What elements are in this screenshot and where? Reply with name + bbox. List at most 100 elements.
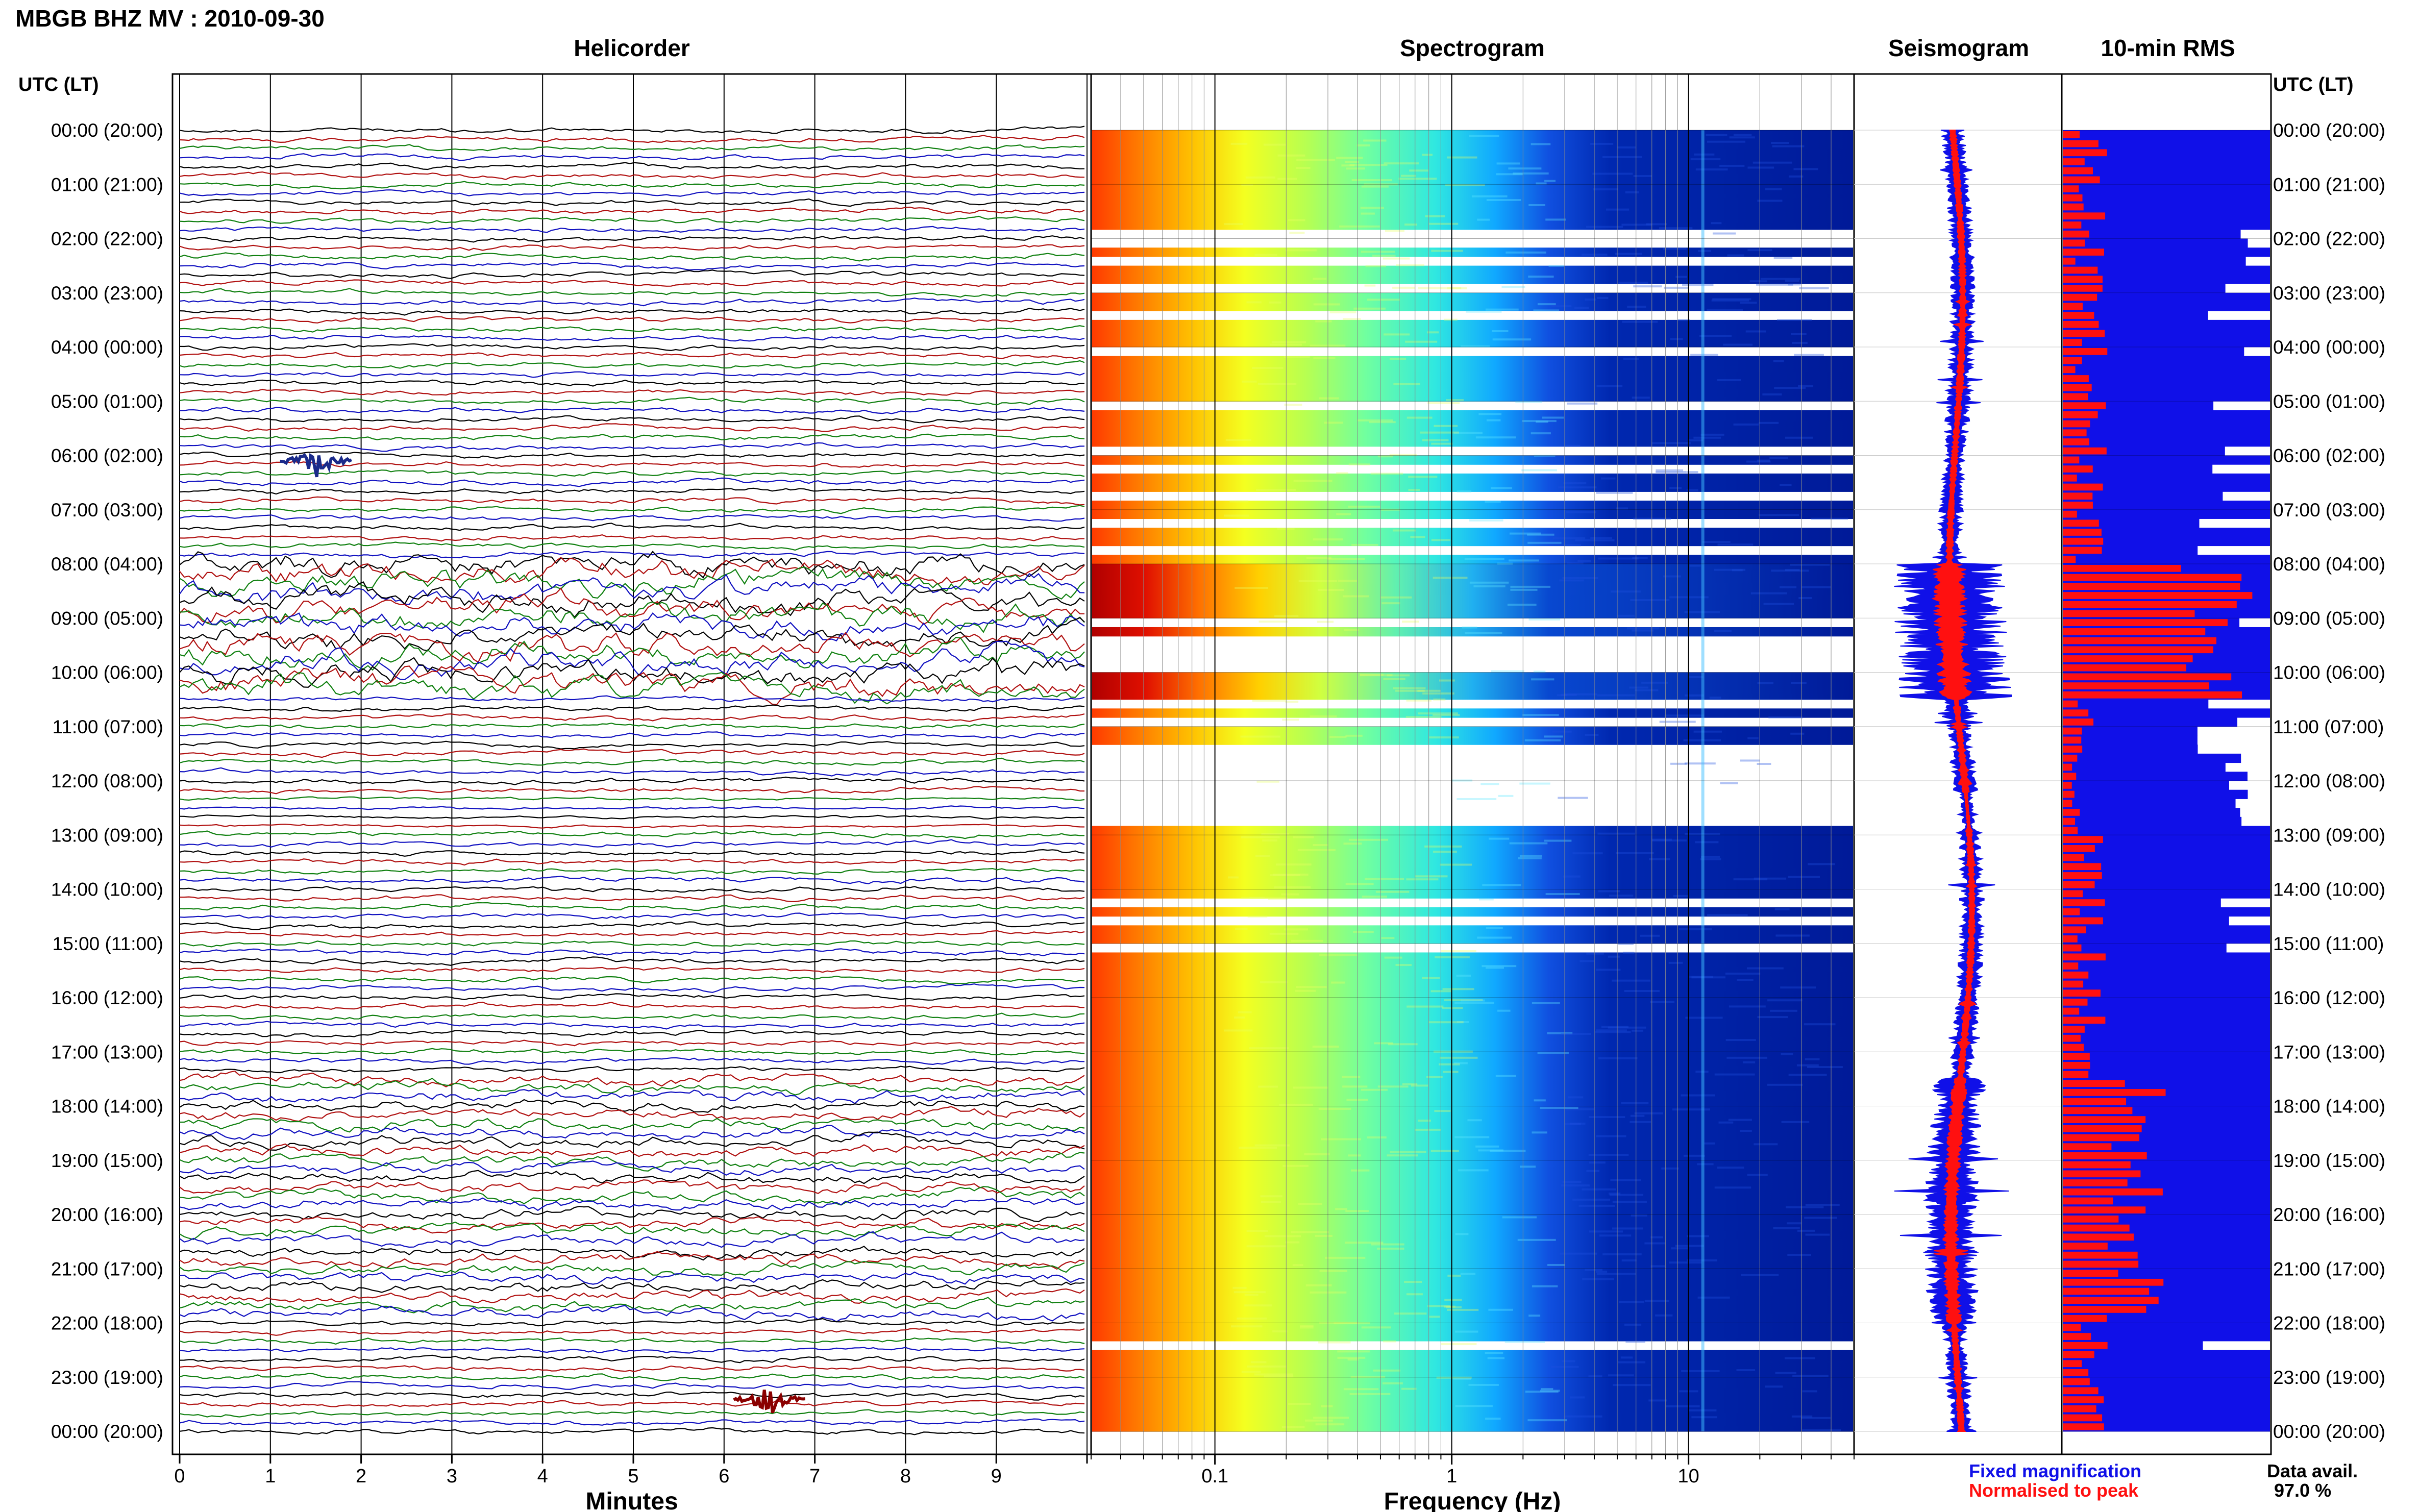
spectrogram-streak — [1405, 340, 1438, 343]
spectrogram-streak — [1433, 851, 1457, 853]
spectrogram-row — [1092, 1313, 1853, 1324]
spectrogram-streak — [1319, 954, 1357, 956]
time-label: 17:00 (13:00) — [2273, 1042, 2385, 1062]
spectrogram-streak — [1702, 541, 1731, 543]
rms-bar — [2063, 718, 2094, 726]
spectrogram-streak — [1279, 1103, 1313, 1106]
spectrogram-streak — [1291, 939, 1323, 942]
spectrogram-streak — [1572, 1198, 1611, 1201]
helicorder-trace — [179, 235, 1085, 243]
spectrogram-streak — [1698, 250, 1712, 252]
spectrogram-streak — [1469, 519, 1503, 522]
spectrogram-streak — [1632, 396, 1650, 399]
spectrogram-streak — [1300, 1326, 1314, 1329]
spectrogram-streak — [1760, 278, 1800, 280]
spectrogram-row — [1092, 1377, 1853, 1387]
spectrogram-streak — [1611, 590, 1641, 593]
rms-availability-bar — [2063, 473, 2270, 483]
spectrogram-row — [1092, 1033, 1853, 1044]
spectrogram-streak — [1255, 855, 1270, 857]
spectrogram-row — [1092, 627, 1853, 637]
spectrogram-streak — [1480, 783, 1499, 785]
helicorder-trace — [179, 830, 1084, 839]
spectrogram-streak — [1725, 972, 1761, 975]
spectrogram-row — [1092, 265, 1853, 275]
spectrogram-streak — [1759, 422, 1779, 424]
spectrogram-streak — [1277, 178, 1297, 180]
rms-availability-bar — [2063, 374, 2270, 384]
rms-bar — [2063, 293, 2097, 301]
spectrogram-streak — [1363, 139, 1387, 142]
spectrogram-streak — [1651, 838, 1672, 841]
spectrogram-streak — [1510, 585, 1551, 588]
spectrogram-streak — [1254, 1144, 1290, 1147]
time-label: 03:00 (23:00) — [2273, 283, 2385, 304]
spectrogram-streak — [1561, 1184, 1590, 1187]
spectrogram-row — [1092, 970, 1853, 980]
time-axis-label-right: UTC (LT) — [2273, 74, 2354, 95]
rms-bar — [2063, 971, 2089, 979]
spectrogram-streak — [1661, 1167, 1679, 1170]
rms-availability-bar — [2063, 220, 2270, 230]
spectrogram-streak — [1313, 1417, 1349, 1419]
spectrogram-streak — [1565, 1123, 1581, 1125]
spectrogram-streak — [1504, 1341, 1545, 1343]
spectrogram-streak — [1247, 915, 1268, 918]
spectrogram-streak — [1486, 927, 1503, 929]
time-label: 23:00 (19:00) — [2273, 1367, 2385, 1388]
spectrogram-streak — [1608, 1026, 1646, 1029]
spectrogram-streak — [1719, 164, 1745, 167]
rms-bar — [2063, 1378, 2090, 1385]
time-label: 06:00 (02:00) — [51, 445, 163, 466]
spectrogram-streak — [1245, 176, 1275, 179]
rms-availability-bar — [2063, 1025, 2270, 1034]
spectrogram-streak — [1475, 1145, 1499, 1148]
spectrogram-streak — [1406, 416, 1433, 419]
spectrogram-streak — [1418, 712, 1458, 715]
spectrogram-streak — [1681, 1370, 1720, 1372]
time-label: 01:00 (21:00) — [51, 174, 163, 195]
spectrogram-streak — [1389, 454, 1417, 456]
spectrogram-streak — [1370, 473, 1403, 475]
spectrogram-streak — [1298, 580, 1338, 582]
seismogram-normalised-trace — [1931, 130, 1978, 1432]
helicorder-tick-label: 5 — [628, 1466, 638, 1487]
spectrogram-streak — [1239, 1147, 1277, 1149]
time-label: 13:00 (09:00) — [2273, 825, 2385, 846]
spectrogram-streak — [1394, 1312, 1427, 1315]
spectrogram-streak — [1621, 1259, 1637, 1262]
spectrogram-streak — [1491, 670, 1524, 673]
helicorder-trace — [179, 1125, 1085, 1141]
rms-bar — [2063, 691, 2242, 699]
time-label: 18:00 (14:00) — [51, 1096, 163, 1117]
helicorder-trace — [179, 581, 1085, 618]
helicorder-trace — [179, 189, 1085, 197]
spectrogram-streak — [1717, 543, 1754, 546]
rms-bar — [2063, 285, 2103, 292]
spectrogram-streak — [1334, 1322, 1370, 1325]
spectrogram-streak — [1625, 191, 1639, 193]
spectrogram-streak — [1675, 276, 1687, 278]
spectrogram-streak — [1787, 1222, 1801, 1225]
spectrogram-streak — [1360, 674, 1384, 676]
spectrogram-streak — [1390, 1151, 1426, 1153]
rms-availability-bar — [2063, 708, 2270, 718]
spectrogram-streak — [1461, 999, 1485, 1002]
rms-availability-bar — [2063, 889, 2270, 899]
spectrogram-streak — [1670, 762, 1687, 765]
spectrogram-streak — [1533, 671, 1546, 673]
spectrogram-streak — [1572, 852, 1603, 855]
spectrogram-streak — [1353, 931, 1374, 933]
spectrogram-streak — [1439, 1063, 1460, 1065]
spectrogram-streak — [1805, 1204, 1840, 1206]
rms-bar — [2063, 800, 2072, 807]
spectrogram-row — [1092, 482, 1853, 492]
spectrogram-streak — [1788, 1074, 1827, 1076]
spectrogram-streak — [1383, 257, 1410, 260]
helicorder-trace — [179, 1328, 1085, 1336]
helicorder-trace — [179, 1039, 1085, 1047]
spectrogram-row — [1092, 292, 1853, 303]
spectrogram-row — [1092, 1223, 1853, 1233]
spectrogram-streak — [1293, 1086, 1329, 1089]
